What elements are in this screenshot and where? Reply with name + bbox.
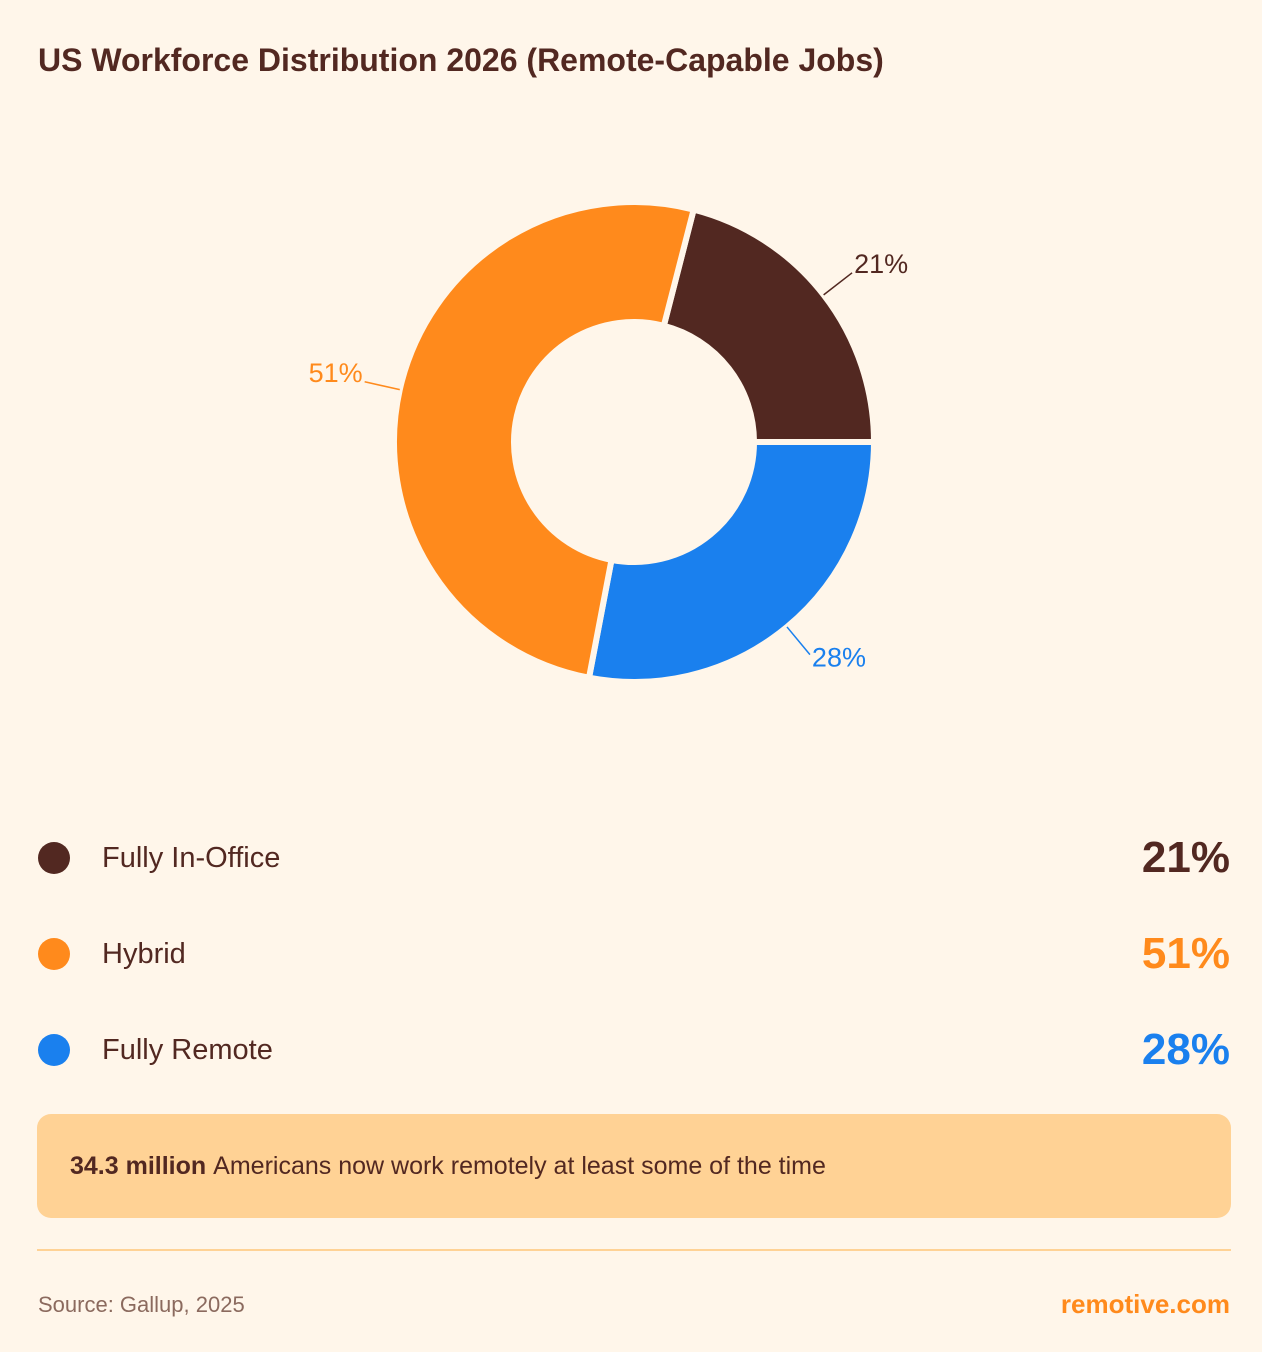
legend-item-in-office: Fully In-Office 21% [38,833,1230,882]
legend-label: Hybrid [102,937,186,970]
legend-dot [38,1034,70,1066]
legend-dot [38,842,70,874]
legend-value: 21% [1141,833,1230,882]
donut-slice-fully-in-office [660,205,878,445]
data-label: 51% [309,358,363,388]
legend-value: 51% [1141,929,1230,978]
data-label: 21% [854,249,908,279]
leader-line [823,272,853,296]
legend-item-remote: Fully Remote 28% [38,1025,1230,1074]
leader-line [364,381,400,391]
leader-line [786,626,811,656]
legend-label: Fully Remote [102,1033,273,1066]
callout-highlight: 34.3 million [70,1151,207,1180]
legend-label: Fully In-Office [102,841,281,874]
legend-value: 28% [1141,1025,1230,1074]
stat-callout: 34.3 million Americans now work remotely… [37,1114,1231,1218]
legend-item-hybrid: Hybrid 51% [38,929,1230,978]
brand-link[interactable]: remotive.com [1060,1289,1230,1319]
divider [37,1249,1231,1251]
donut-slice-fully-remote [585,439,878,685]
source-text: Source: Gallup, 2025 [38,1292,245,1317]
chart-title: US Workforce Distribution 2026 (Remote-C… [38,42,884,78]
data-label: 28% [812,643,866,673]
donut-chart: 21% 28% 51% [308,199,909,685]
callout-text: Americans now work remotely at least som… [213,1151,826,1180]
legend-dot [38,938,70,970]
donut-slice-hybrid [391,199,698,682]
